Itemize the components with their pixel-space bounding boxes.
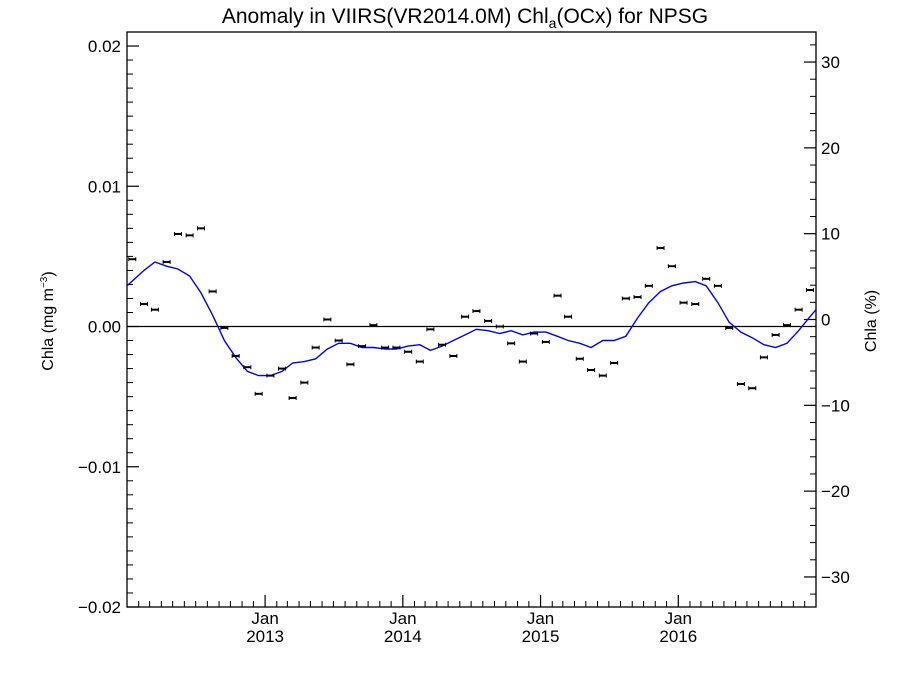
anomaly-point (346, 362, 355, 367)
y-right-tick-label: −10 (821, 396, 850, 415)
anomaly-point (150, 307, 159, 312)
anomaly-point (541, 339, 550, 344)
anomaly-point (507, 341, 516, 346)
anomaly-point (426, 327, 435, 332)
anomaly-point (311, 345, 320, 350)
x-tick-label-month: Jan (665, 609, 692, 628)
anomaly-point (598, 373, 607, 378)
anomaly-point (392, 345, 401, 350)
anomaly-points (128, 226, 814, 401)
anomaly-point (461, 314, 470, 319)
anomaly-point (621, 296, 630, 301)
anomaly-point (759, 355, 768, 360)
anomaly-point (185, 233, 194, 238)
y-axis-left-label-sup: −3 (39, 276, 50, 288)
x-tick-label-month: Jan (251, 609, 278, 628)
anomaly-point (139, 302, 148, 307)
anomaly-point (266, 373, 275, 378)
anomaly-point (587, 367, 596, 372)
anomaly-point (369, 323, 378, 328)
anomaly-point (484, 318, 493, 323)
chart-title-tail: (OCx) for NPSG (556, 5, 708, 28)
chart-title-main: Anomaly in VIIRS(VR2014.0M) Chl (222, 5, 549, 28)
anomaly-point (736, 382, 745, 387)
anomaly-point (771, 332, 780, 337)
anomaly-point (381, 345, 390, 350)
x-tick-label-year: 2016 (659, 627, 697, 646)
anomaly-point (278, 366, 287, 371)
y-left-tick-label: 0.02 (88, 37, 121, 56)
anomaly-point (530, 331, 539, 336)
anomaly-point (644, 283, 653, 288)
anomaly-point (254, 391, 263, 396)
y-left-tick-label: −0.02 (78, 598, 121, 617)
anomaly-point (748, 386, 757, 391)
x-tick-label-month: Jan (527, 609, 554, 628)
anomaly-point (794, 307, 803, 312)
anomaly-point (472, 309, 481, 314)
y-left-tick-label: −0.01 (78, 458, 121, 477)
anomaly-point (518, 359, 527, 364)
anomaly-point (300, 380, 309, 385)
plot-frame (126, 31, 817, 608)
y-right-tick-label: 20 (821, 139, 840, 158)
anomaly-point (220, 325, 229, 330)
anomaly-point (633, 295, 642, 300)
anomaly-point (208, 289, 217, 294)
anomaly-point (173, 231, 182, 236)
anomaly-point (358, 344, 367, 349)
y-left-tick-label: 0.00 (88, 318, 121, 337)
minor-ticks (127, 44, 816, 607)
x-tick-label-year: 2014 (384, 627, 422, 646)
anomaly-point (415, 359, 424, 364)
anomaly-point (782, 323, 791, 328)
y-right-tick-label: 30 (821, 53, 840, 72)
anomaly-point (656, 245, 665, 250)
chart-title: Anomaly in VIIRS(VR2014.0M) Chla(OCx) fo… (222, 5, 708, 31)
y-right-tick-label: 10 (821, 225, 840, 244)
smoothed-anomaly-line (126, 261, 817, 377)
x-tick-label-year: 2013 (246, 627, 284, 646)
anomaly-point (564, 314, 573, 319)
anomaly-point (196, 226, 205, 231)
anomaly-point (725, 325, 734, 330)
anomaly-point (323, 317, 332, 322)
y-axis-left-label-main: Chla (mg m (40, 288, 57, 371)
anomaly-point (575, 356, 584, 361)
chart-title-subscript: a (549, 15, 557, 31)
anomaly-point (702, 276, 711, 281)
anomaly-point (334, 338, 343, 343)
y-right-tick-label: −20 (821, 482, 850, 501)
anomaly-point (404, 349, 413, 354)
anomaly-point (162, 260, 171, 264)
anomaly-point (231, 353, 240, 358)
anomaly-point (449, 353, 458, 358)
x-tick-label-year: 2015 (522, 627, 560, 646)
anomaly-point (667, 264, 676, 269)
y-axis-left-label-tail: ) (40, 271, 57, 276)
anomaly-point (610, 360, 619, 365)
y-axis-left-label: Chla (mg m−3) (39, 271, 57, 370)
anomaly-point (805, 288, 814, 293)
y-axis-right-ticks: 30 20 10 0 −10 −20 −30 (804, 53, 850, 587)
anomaly-point (713, 283, 722, 288)
y-right-tick-label: 0 (821, 311, 830, 330)
anomaly-point (438, 342, 447, 347)
anomaly-point (553, 293, 562, 298)
anomaly-point (288, 396, 297, 401)
y-axis-right-label: Chla (%) (863, 290, 880, 352)
y-right-tick-label: −30 (821, 568, 850, 587)
anomaly-point (495, 324, 504, 329)
anomaly-point (679, 300, 688, 305)
anomaly-point (243, 365, 252, 370)
x-tick-label-month: Jan (389, 609, 416, 628)
y-left-tick-label: 0.01 (88, 177, 121, 196)
anomaly-point (691, 302, 700, 307)
anomaly-point (128, 257, 137, 262)
